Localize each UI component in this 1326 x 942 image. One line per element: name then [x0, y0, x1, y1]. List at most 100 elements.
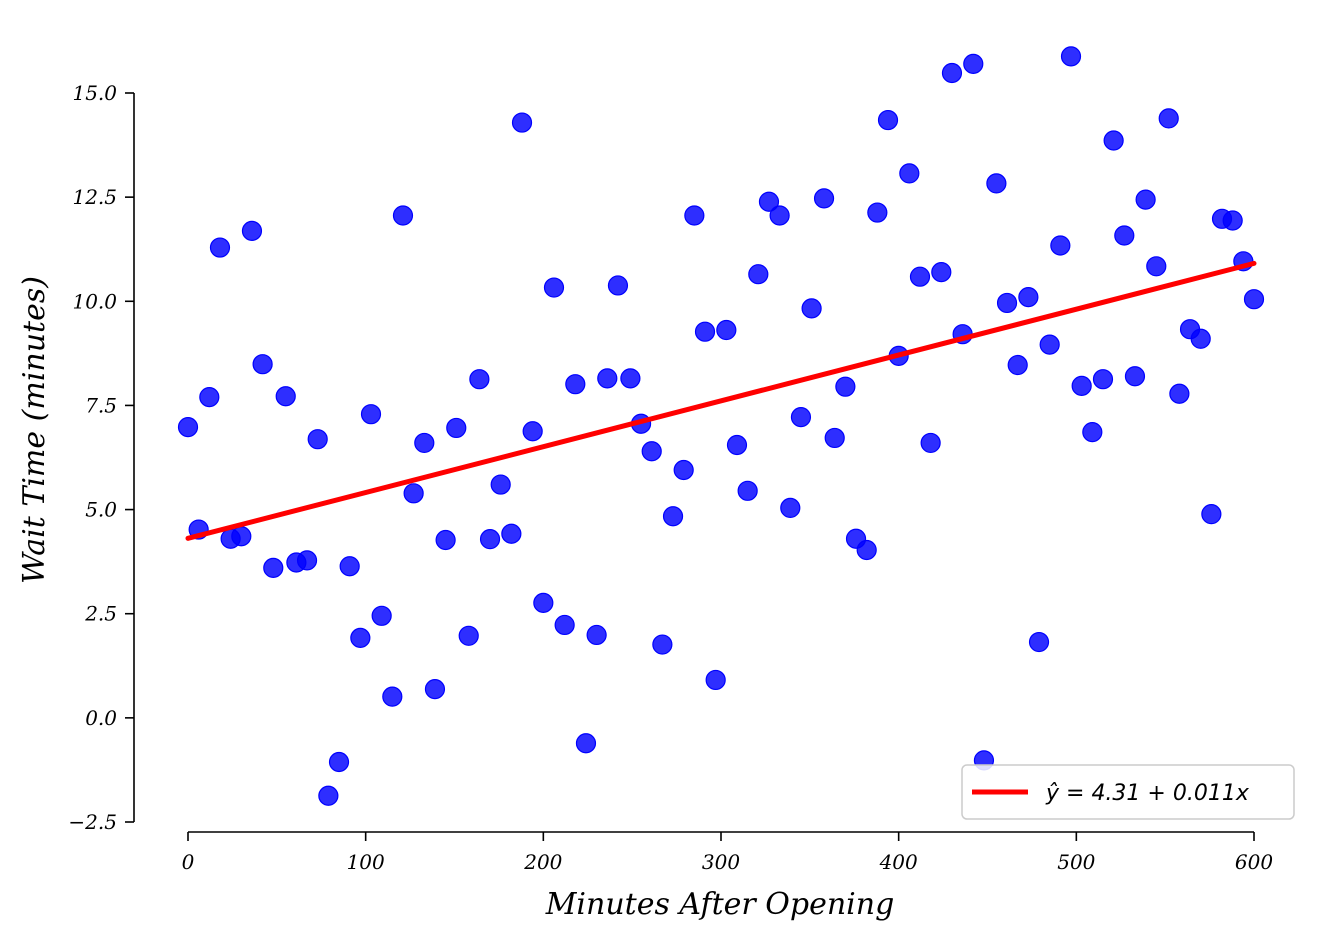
data-point [586, 624, 607, 646]
data-point [1201, 504, 1222, 525]
data-point [813, 188, 835, 209]
data-point [424, 679, 446, 700]
data-point [920, 432, 941, 454]
data-point [575, 733, 597, 754]
data-point [1114, 225, 1135, 246]
data-point [758, 191, 780, 212]
data-point [414, 432, 435, 454]
data-point [931, 262, 952, 283]
data-point [392, 205, 414, 226]
x-tick-label: 0 [182, 850, 195, 874]
data-point [199, 386, 220, 408]
data-point [694, 321, 716, 342]
x-tick-label: 100 [347, 850, 385, 874]
data-point [780, 497, 801, 519]
data-point [1124, 366, 1146, 387]
data-point [597, 368, 618, 389]
legend: ŷ = 4.31 + 0.011x [961, 764, 1295, 820]
data-point [231, 526, 252, 547]
legend-label: ŷ = 4.31 + 0.011x [1045, 781, 1250, 806]
y-tick-label: 5.0 [85, 498, 117, 522]
y-tick-label: 10.0 [72, 289, 117, 313]
data-point [1007, 354, 1028, 376]
x-tick-label: 300 [702, 850, 740, 874]
data-point [511, 112, 533, 133]
data-point [350, 627, 371, 648]
data-point [252, 354, 273, 375]
data-point [382, 686, 403, 707]
data-point [490, 474, 511, 495]
y-tick-label: −2.5 [68, 810, 117, 834]
data-points [177, 46, 1265, 806]
data-point [909, 266, 931, 287]
data-point [684, 205, 705, 226]
x-tick-label: 200 [523, 850, 562, 874]
data-point [662, 506, 684, 527]
data-point [543, 277, 565, 298]
data-point [1018, 287, 1039, 308]
data-point [533, 592, 554, 613]
data-point [801, 298, 822, 319]
x-tick-label: 600 [1235, 850, 1273, 874]
data-point [748, 264, 769, 285]
data-point [790, 406, 812, 428]
data-point [877, 109, 899, 131]
data-point [716, 319, 737, 341]
y-tick-label: 0.0 [85, 706, 117, 730]
data-point [856, 539, 877, 561]
data-point [1158, 108, 1179, 129]
y-tick-label: 12.5 [72, 185, 117, 209]
data-point [963, 53, 984, 74]
x-tick-label: 500 [1057, 850, 1095, 874]
data-point [673, 459, 694, 481]
data-point [458, 625, 479, 646]
data-point [1060, 46, 1082, 67]
data-point [726, 434, 748, 456]
data-point [328, 751, 350, 773]
data-point [318, 785, 339, 806]
data-point [275, 386, 296, 407]
data-point [1039, 334, 1060, 355]
data-point [941, 62, 963, 84]
data-point [899, 163, 920, 184]
data-point [824, 427, 845, 449]
fit-line-group [185, 260, 1257, 541]
data-point [996, 292, 1018, 314]
data-point [446, 417, 467, 439]
data-point [1222, 210, 1243, 231]
data-point [641, 441, 662, 462]
data-point [705, 669, 726, 691]
data-point [1103, 130, 1124, 151]
data-point [737, 480, 758, 501]
data-point [1071, 375, 1092, 396]
data-point [360, 404, 382, 425]
data-point [296, 550, 318, 571]
data-point [1146, 256, 1167, 277]
fit-line [185, 260, 1257, 541]
data-point [403, 483, 424, 504]
x-tick-label: 400 [879, 850, 918, 874]
x-axis-title: Minutes After Opening [545, 887, 895, 922]
data-point [501, 523, 522, 544]
data-point [177, 416, 199, 438]
data-point [371, 605, 392, 626]
data-point [241, 220, 263, 241]
legend-box [961, 764, 1295, 820]
data-point [263, 557, 284, 578]
data-point [479, 529, 501, 550]
data-point [1135, 189, 1156, 210]
data-point [565, 374, 586, 395]
data-point [1092, 369, 1114, 390]
y-axis-title: Wait Time (minutes) [17, 276, 52, 584]
data-point [469, 369, 490, 390]
data-point [209, 237, 231, 258]
data-point [652, 634, 673, 655]
data-point [307, 429, 328, 450]
data-point [554, 614, 575, 636]
data-point [522, 421, 543, 442]
data-point [1028, 631, 1050, 653]
axes: −2.5 0.0 2.5 5.0 7.5 10.0 12.5 15.0 0 100 200 300 40… [68, 81, 1273, 874]
y-tick-label: 2.5 [84, 602, 117, 626]
data-point [1050, 235, 1071, 256]
